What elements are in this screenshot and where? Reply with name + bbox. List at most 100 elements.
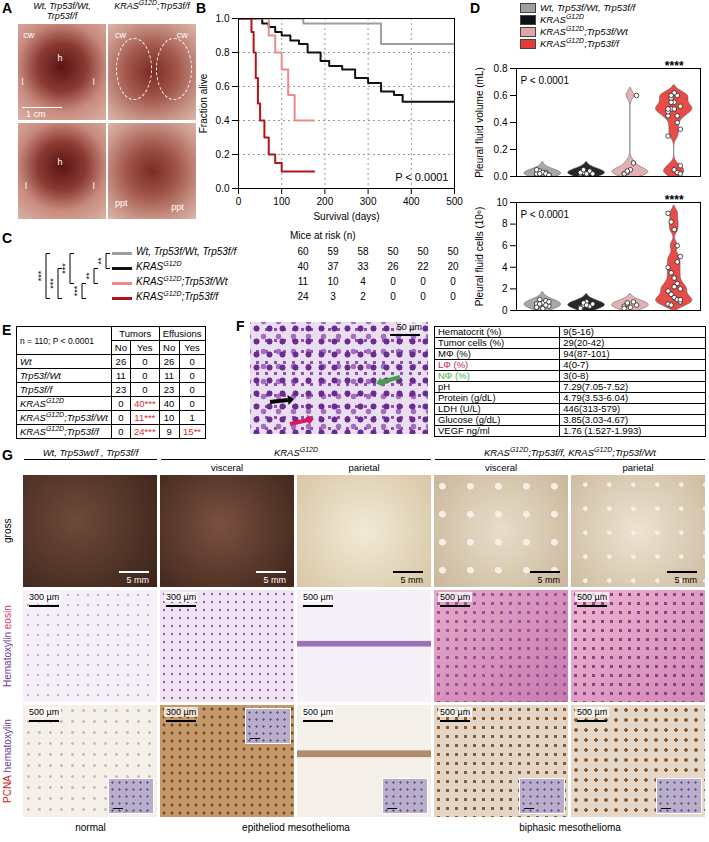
- html-text:11***: 11***: [134, 412, 156, 423]
- svg-text:Pleural fluid volume (mL): Pleural fluid volume (mL): [474, 67, 485, 178]
- svg-text:100: 100: [273, 196, 290, 207]
- svg-text:0.8: 0.8: [216, 47, 230, 58]
- html-text:KRASG12D: KRASG12D: [540, 12, 585, 25]
- svg-text:0.0: 0.0: [494, 171, 508, 182]
- html-text:KRASG12D: KRASG12D: [136, 259, 182, 272]
- svg-text:0.8: 0.8: [494, 63, 508, 74]
- svg-text:500: 500: [446, 196, 463, 207]
- html-text:Hematocrit (%): Hematocrit (%): [438, 326, 502, 337]
- svg-text:10: 10: [496, 197, 508, 208]
- svg-text:0.4: 0.4: [494, 117, 508, 128]
- svg-text:**: **: [84, 272, 94, 280]
- html-text:9(5-16): 9(5-16): [563, 326, 594, 337]
- html-text:50: 50: [447, 246, 459, 257]
- svg-text:0.6: 0.6: [216, 81, 230, 92]
- html-text:B: B: [196, 0, 207, 16]
- html-text:cw: cw: [23, 29, 35, 40]
- html-text:A: A: [2, 0, 13, 16]
- html-text:Tumors: Tumors: [119, 328, 152, 339]
- svg-text:1.0: 1.0: [216, 13, 230, 24]
- html-text:C: C: [2, 230, 13, 246]
- html-text:23: 23: [115, 384, 127, 395]
- html-text:50: 50: [417, 246, 429, 257]
- html-text:KRASG12D;Trp53f/Wt: KRASG12D;Trp53f/Wt: [540, 24, 628, 37]
- html-text:Effusions: Effusions: [162, 328, 202, 339]
- html-text:KRASG12D;Trp53f/Wt: KRASG12D;Trp53f/Wt: [20, 410, 108, 423]
- html-text:KRASG12D: KRASG12D: [20, 396, 65, 409]
- svg-text:0: 0: [502, 305, 508, 316]
- html-text:Yes: Yes: [137, 342, 153, 353]
- html-text:11: 11: [297, 276, 309, 287]
- svg-text:300: 300: [360, 196, 377, 207]
- html-text:26: 26: [163, 356, 175, 367]
- svg-text:0.2: 0.2: [216, 149, 230, 160]
- svg-text:400: 400: [403, 196, 420, 207]
- html-text:cw: cw: [115, 29, 126, 40]
- html-text:Wt, Trp53f/Wt, Trp53f/f: Wt, Trp53f/Wt, Trp53f/f: [540, 2, 636, 13]
- html-text:ppt: ppt: [171, 201, 184, 212]
- html-text:Mice at risk (n): Mice at risk (n): [290, 230, 356, 241]
- html-text:40***: 40***: [134, 398, 156, 409]
- html-text:22: 22: [417, 261, 429, 272]
- html-text:KRASG12D: KRASG12D: [273, 445, 319, 458]
- html-text:D: D: [470, 0, 481, 16]
- svg-text:0.0: 0.0: [216, 183, 230, 194]
- html-text:KRASG12D;Trp53f/f: KRASG12D;Trp53f/f: [540, 36, 619, 49]
- svg-text:**: **: [96, 257, 106, 265]
- html-text:33: 33: [357, 261, 369, 272]
- html-text:KRASG12D;Trp53f/Wt: KRASG12D;Trp53f/Wt: [136, 274, 228, 287]
- html-text:No: No: [163, 342, 176, 353]
- svg-text:2: 2: [502, 283, 508, 294]
- html-text:KRASG12D;Trp53f/f: KRASG12D;Trp53f/f: [20, 424, 99, 437]
- html-text:26: 26: [387, 261, 399, 272]
- html-text:Tumor cells (%): Tumor cells (%): [438, 337, 505, 348]
- html-text:50: 50: [387, 246, 399, 257]
- svg-text:P < 0.0001: P < 0.0001: [521, 75, 570, 86]
- html-text:10: 10: [163, 412, 175, 423]
- svg-text:***: ***: [48, 278, 58, 289]
- html-text:60: 60: [297, 246, 309, 257]
- svg-text:200: 200: [317, 196, 334, 207]
- svg-text:4: 4: [502, 262, 508, 273]
- svg-text:8: 8: [502, 218, 508, 229]
- html-text:15**: 15**: [183, 426, 201, 437]
- svg-text:P < 0.0001: P < 0.0001: [395, 171, 448, 183]
- html-text:Trp53f/f: Trp53f/f: [20, 384, 52, 395]
- html-text:40: 40: [163, 398, 175, 409]
- svg-text:0.4: 0.4: [216, 115, 230, 126]
- svg-text:6: 6: [502, 240, 508, 251]
- html-text:n = 110; P < 0.0001: n = 110; P < 0.0001: [20, 335, 94, 346]
- html-text:10: 10: [327, 276, 339, 287]
- svg-text:P < 0.0001: P < 0.0001: [521, 209, 570, 220]
- html-text:40: 40: [297, 261, 309, 272]
- html-text:cw: cw: [176, 29, 188, 40]
- html-text:23: 23: [163, 384, 175, 395]
- svg-text:0: 0: [236, 196, 242, 207]
- html-text:No: No: [114, 342, 127, 353]
- html-text:58: 58: [357, 246, 369, 257]
- html-text:Wt, Trp53f/Wt, Trp53f/f: Wt, Trp53f/Wt, Trp53f/f: [136, 246, 237, 257]
- html-text:24: 24: [297, 291, 309, 302]
- svg-text:***: ***: [72, 285, 82, 296]
- svg-text:Fraction alive: Fraction alive: [198, 73, 209, 133]
- svg-text:Pleural fluid cells (10⁶): Pleural fluid cells (10⁶): [474, 207, 485, 307]
- html-text:Yes: Yes: [184, 342, 200, 353]
- svg-text:0.6: 0.6: [494, 90, 508, 101]
- html-text:24***: 24***: [134, 426, 156, 437]
- html-text:37: 37: [327, 261, 339, 272]
- html-text:Wt: Wt: [20, 356, 32, 367]
- html-text:59: 59: [327, 246, 339, 257]
- html-text:KRASG12D;Trp53f/f, KRASG12D;Tr: KRASG12D;Trp53f/f, KRASG12D;Trp53f/Wt: [484, 445, 656, 458]
- html-text:20: 20: [447, 261, 459, 272]
- svg-text:****: ****: [665, 59, 684, 73]
- html-text:KRASG12D;Trp53f/f: KRASG12D;Trp53f/f: [114, 0, 190, 11]
- html-text:Wt, Trp53f/Wt, Trp53f/f: Wt, Trp53f/Wt, Trp53f/f: [33, 1, 91, 21]
- svg-text:***: ***: [36, 270, 46, 281]
- html-text:ppt: ppt: [115, 197, 128, 208]
- html-text:KRASG12D;Trp53f/f: KRASG12D;Trp53f/f: [136, 289, 218, 302]
- svg-text:0.2: 0.2: [494, 144, 508, 155]
- html-text:Trp53f/Wt: Trp53f/Wt: [20, 370, 61, 381]
- svg-text:****: ****: [665, 193, 684, 207]
- svg-text:Survival (days): Survival (days): [313, 211, 379, 222]
- html-text:26: 26: [115, 356, 127, 367]
